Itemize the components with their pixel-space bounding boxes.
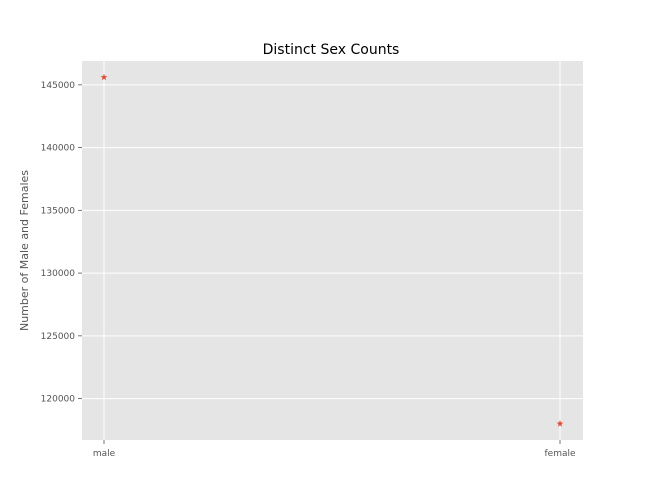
y-tick-label: 125000 <box>41 332 76 342</box>
y-tick-label: 135000 <box>41 206 76 216</box>
x-tick-label: male <box>93 449 116 459</box>
data-point-star <box>100 73 108 81</box>
x-tick-label: female <box>544 449 575 459</box>
chart-title: Distinct Sex Counts <box>263 42 400 58</box>
y-tick-label: 140000 <box>41 144 76 154</box>
axis-layer: 120000 125000 130000 135000 140000 145000 male… <box>41 81 576 459</box>
y-tick-label: 130000 <box>41 269 76 279</box>
plot-area <box>82 61 583 440</box>
data-point-star <box>556 420 564 427</box>
grid-layer <box>82 61 583 440</box>
y-tick-label: 120000 <box>41 395 76 405</box>
marks-layer <box>100 73 564 427</box>
y-tick-label: 145000 <box>41 81 76 91</box>
y-axis-label: Number of Male and Females <box>18 170 31 331</box>
